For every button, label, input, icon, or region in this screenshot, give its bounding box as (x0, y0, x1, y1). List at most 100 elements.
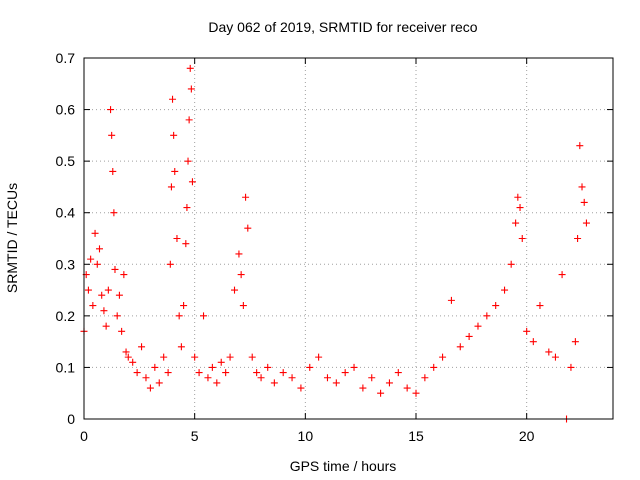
data-point (115, 291, 123, 299)
y-tick-label: 0.3 (56, 256, 76, 272)
data-point (180, 302, 188, 310)
data-point (574, 235, 582, 242)
data-point (576, 142, 584, 150)
data-point (551, 353, 559, 361)
data-point (100, 307, 108, 315)
data-point (523, 327, 531, 335)
data-point (120, 271, 128, 279)
data-point (113, 312, 121, 320)
data-point (257, 374, 265, 382)
data-point (173, 235, 181, 242)
data-point (129, 358, 137, 366)
data-point (185, 116, 193, 124)
data-point (297, 384, 305, 392)
data-point (253, 369, 261, 377)
data-point (186, 64, 194, 72)
y-tick-label: 0.5 (56, 153, 76, 169)
data-point (536, 302, 544, 310)
x-tick-label: 10 (298, 428, 314, 444)
data-point (118, 327, 126, 335)
data-point (501, 286, 509, 294)
data-point (104, 286, 112, 294)
data-point (122, 348, 130, 356)
axis-ticks: 0 0.1 0.2 0.3 0.4 0.5 0.6 0.7 0 5 10 15 20 (56, 50, 613, 444)
data-point (175, 312, 183, 320)
y-axis-label: SRMTID / TECUs (4, 183, 20, 293)
data-point (237, 271, 245, 279)
data-point (323, 374, 331, 382)
y-tick-label: 0.1 (56, 359, 76, 375)
data-point (133, 369, 141, 377)
data-point (204, 374, 212, 382)
data-point (394, 369, 402, 377)
x-tick-label: 0 (80, 428, 88, 444)
data-point (217, 358, 225, 366)
data-point (582, 219, 590, 227)
data-point (315, 353, 323, 361)
data-point (248, 353, 256, 361)
data-point (580, 198, 588, 206)
y-tick-label: 0 (67, 411, 75, 427)
data-point (111, 265, 119, 273)
data-point (167, 183, 175, 191)
data-point (208, 363, 216, 371)
data-point (151, 363, 159, 371)
x-tick-label: 20 (519, 428, 535, 444)
data-point (518, 235, 526, 242)
data-point (235, 250, 243, 258)
data-point (188, 178, 196, 186)
data-point (421, 374, 429, 382)
data-point (529, 338, 537, 346)
data-point (483, 312, 491, 320)
data-point (95, 245, 103, 253)
data-point (242, 193, 250, 201)
data-point (213, 379, 221, 387)
data-point (270, 379, 278, 387)
x-tick-label: 5 (191, 428, 199, 444)
data-point (447, 296, 455, 304)
y-tick-label: 0.6 (56, 102, 76, 118)
plot-frame (83, 57, 614, 420)
data-point (385, 379, 393, 387)
data-point (155, 379, 163, 387)
data-point (377, 389, 385, 397)
data-point (288, 374, 296, 382)
data-point (492, 302, 500, 310)
data-point (164, 369, 172, 377)
data-point (109, 167, 117, 175)
data-point (124, 353, 132, 361)
data-point (110, 209, 118, 217)
data-point (507, 260, 515, 268)
data-point (514, 193, 522, 201)
data-point (439, 353, 447, 361)
data-point (102, 322, 110, 330)
data-point (350, 363, 358, 371)
data-point (403, 384, 411, 392)
y-tick-label: 0.7 (56, 50, 76, 66)
data-point (177, 343, 185, 351)
data-point (456, 343, 464, 351)
data-point (93, 260, 101, 268)
data-point (160, 353, 168, 361)
data-point (146, 384, 154, 392)
data-point (91, 229, 99, 237)
data-point (169, 95, 177, 103)
data-point (138, 343, 146, 351)
data-point (98, 291, 106, 299)
data-point (516, 204, 524, 212)
data-point (142, 374, 150, 382)
chart-title: Day 062 of 2019, SRMTID for receiver rec… (208, 19, 477, 35)
y-tick-label: 0.4 (56, 205, 76, 221)
data-point (195, 369, 203, 377)
data-point (412, 389, 420, 397)
data-point (222, 369, 230, 377)
x-tick-label: 15 (408, 428, 424, 444)
data-point (368, 374, 376, 382)
data-point (200, 312, 208, 320)
data-point (359, 384, 367, 392)
data-point (107, 106, 115, 114)
y-tick-label: 0.2 (56, 308, 76, 324)
data-point (244, 224, 252, 232)
data-point (84, 286, 92, 294)
